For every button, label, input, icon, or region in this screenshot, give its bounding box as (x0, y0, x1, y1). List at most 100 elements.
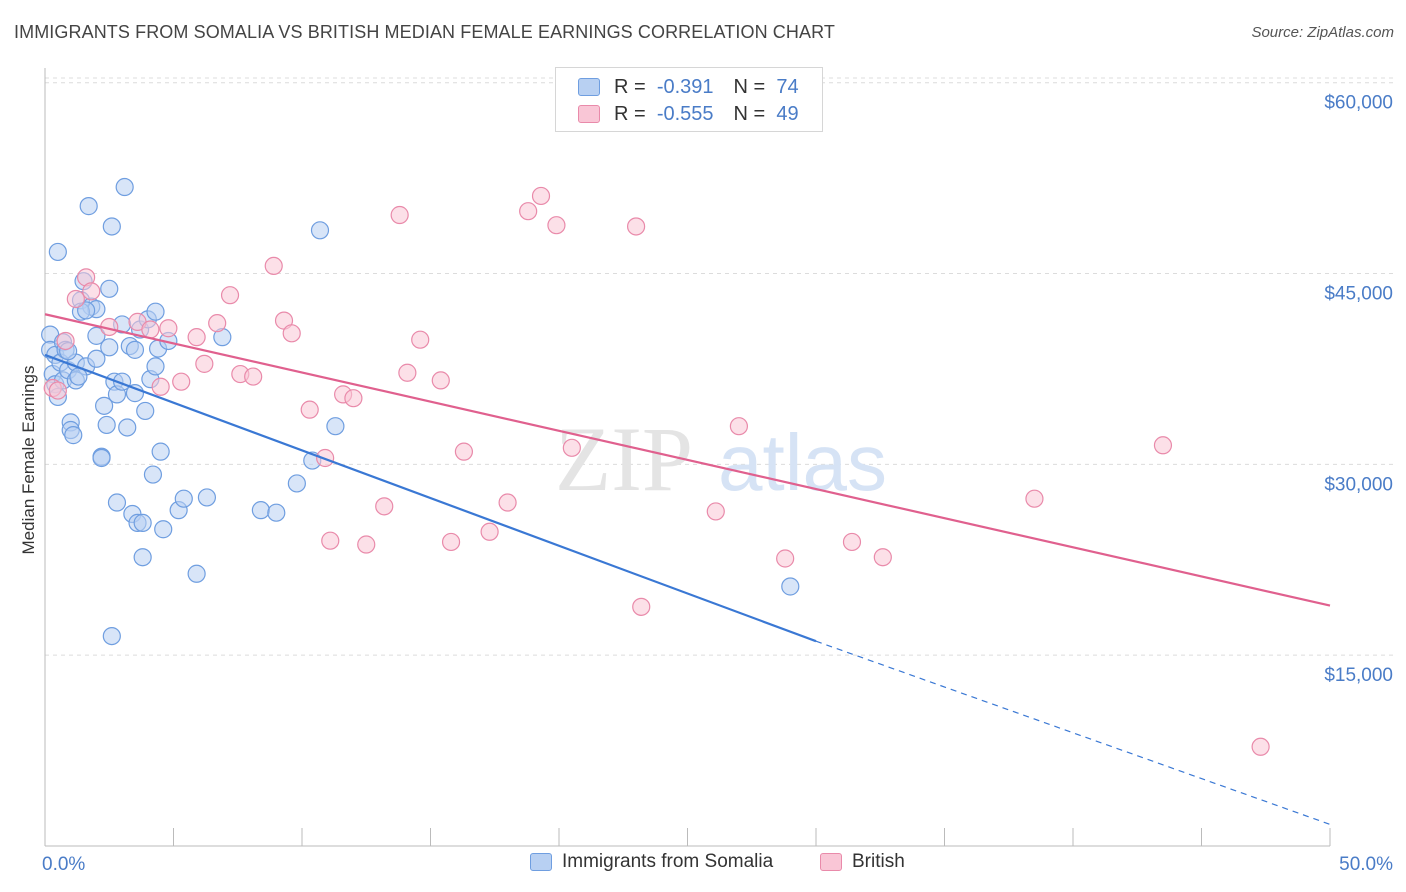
data-points (41, 177, 1270, 756)
point-somalia (64, 426, 83, 445)
point-british (375, 497, 394, 516)
legend-r-value-somalia: -0.391 (656, 75, 714, 98)
point-somalia (143, 465, 163, 484)
point-british (66, 289, 85, 309)
point-somalia (146, 302, 165, 321)
point-somalia (95, 396, 114, 415)
axes (44, 68, 1331, 847)
point-somalia (102, 217, 121, 236)
point-somalia (197, 488, 217, 507)
bottom-legend-label-british: British (852, 851, 905, 872)
point-somalia (87, 349, 106, 368)
point-british (56, 331, 75, 351)
point-british (531, 186, 551, 206)
y-tick-label: $15,000 (1324, 665, 1393, 686)
point-british (411, 330, 430, 349)
point-somalia (77, 301, 96, 320)
legend-n-value-somalia: 74 (776, 75, 799, 98)
point-british (159, 319, 178, 338)
point-british (547, 216, 566, 235)
legend-r-label: R = (614, 102, 646, 125)
x-tick-label-min: 0.0% (42, 854, 85, 875)
point-somalia (87, 326, 106, 345)
y-axis-label: Median Female Earnings (19, 366, 38, 555)
watermark-zip: ZIP (555, 408, 693, 510)
point-british (454, 442, 474, 461)
grid-lines (45, 77, 1395, 656)
point-british (244, 367, 263, 386)
legend-n-value-british: 49 (776, 102, 799, 125)
point-british (1153, 436, 1173, 455)
bottom-legend-british: British (820, 851, 905, 873)
point-somalia (133, 548, 152, 567)
point-british (480, 522, 499, 541)
point-british (431, 371, 450, 390)
point-somalia (251, 501, 270, 520)
point-british (300, 400, 319, 419)
point-somalia (102, 626, 121, 646)
watermark-atlas: atlas (718, 418, 887, 507)
point-somalia (48, 242, 67, 262)
tick-labels: $15,000 $30,000 $45,000 $60,000 0.0% 50.0% (42, 93, 1393, 875)
point-british (632, 597, 651, 616)
point-british (344, 389, 363, 408)
point-somalia (100, 338, 119, 357)
bottom-legend-somalia: Immigrants from Somalia (530, 851, 773, 873)
point-british (141, 320, 160, 339)
trend-line-somalia-extension (815, 640, 1331, 825)
point-somalia (118, 418, 137, 437)
x-tick-label-max: 50.0% (1339, 854, 1393, 875)
bottom-legend-label-somalia: Immigrants from Somalia (562, 851, 774, 872)
trend-line-british (44, 313, 1331, 607)
point-somalia (154, 520, 173, 539)
point-somalia (781, 577, 800, 596)
point-somalia (133, 513, 152, 532)
y-tick-label: $45,000 (1324, 284, 1393, 305)
point-somalia (174, 489, 193, 508)
point-british (151, 377, 170, 396)
point-british (82, 282, 101, 301)
point-somalia (107, 493, 127, 512)
point-somalia (287, 474, 306, 493)
legend: R = -0.391 N = 74 R = -0.555 N = 49 (555, 67, 823, 132)
point-somalia (136, 401, 155, 421)
trend-lines (44, 313, 1331, 825)
legend-n-label: N = (733, 75, 766, 98)
point-british (1025, 489, 1044, 508)
point-somalia (267, 503, 286, 522)
source-label: Source: ZipAtlas.com (1251, 24, 1394, 41)
point-british (172, 372, 191, 391)
point-somalia (79, 197, 98, 216)
point-british (187, 328, 206, 347)
point-british (264, 256, 283, 276)
point-somalia (115, 177, 134, 197)
point-british (48, 381, 67, 400)
bottom-swatch-somalia (530, 853, 552, 871)
point-somalia (310, 221, 330, 240)
legend-row-somalia: R = -0.391 N = 74 (578, 74, 799, 100)
point-somalia (92, 448, 111, 468)
point-british (519, 202, 538, 221)
point-somalia (151, 442, 170, 461)
point-british (357, 535, 376, 554)
point-british (626, 217, 646, 236)
point-british (1251, 737, 1270, 756)
point-somalia (146, 357, 165, 376)
legend-r-label: R = (614, 75, 646, 98)
point-somalia (100, 279, 119, 298)
point-british (398, 363, 417, 382)
point-british (282, 324, 301, 343)
trend-line-somalia (44, 353, 817, 643)
y-tick-label: $60,000 (1324, 93, 1393, 114)
point-british (873, 548, 892, 567)
bottom-swatch-british (820, 853, 842, 871)
legend-row-british: R = -0.555 N = 49 (578, 101, 799, 127)
y-tick-label: $30,000 (1324, 474, 1393, 495)
point-somalia (97, 415, 116, 435)
point-british (195, 354, 214, 373)
point-british (776, 549, 795, 568)
point-somalia (326, 417, 345, 436)
point-british (441, 532, 461, 552)
point-somalia (125, 340, 145, 359)
point-british (208, 314, 227, 333)
